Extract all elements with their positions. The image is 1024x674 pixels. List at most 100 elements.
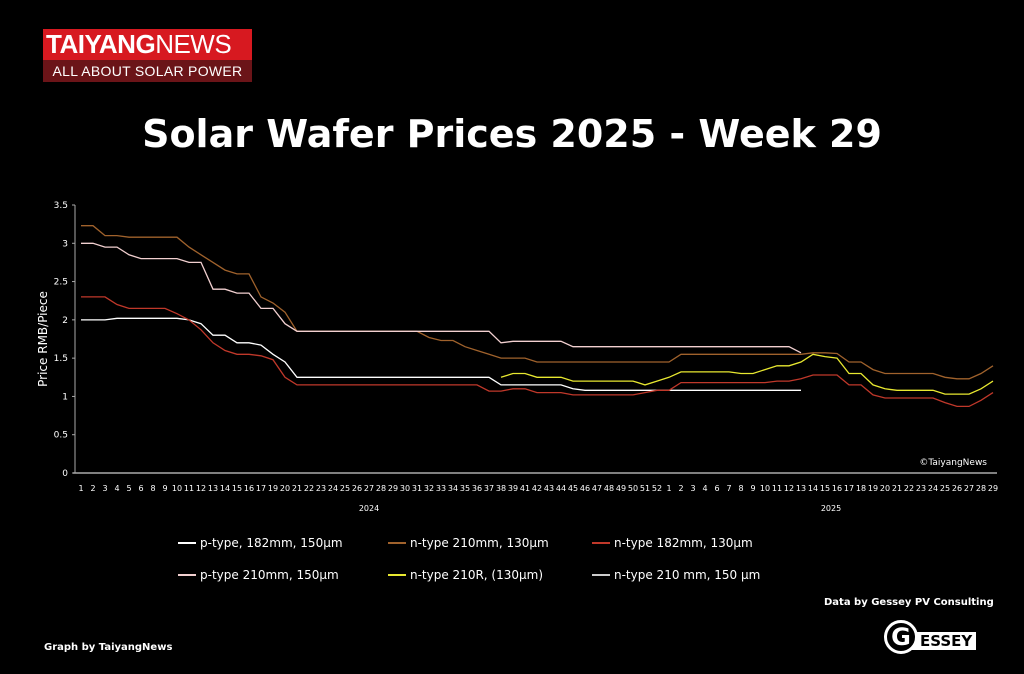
legend-item: p-type 210mm, 150µm bbox=[178, 568, 339, 582]
legend-label: p-type, 182mm, 150µm bbox=[200, 536, 343, 550]
legend-swatch bbox=[592, 542, 610, 544]
legend-item: n-type 210 mm, 150 µm bbox=[592, 568, 760, 582]
x-tick-label: 29 bbox=[388, 484, 398, 493]
x-tick-label: 25 bbox=[340, 484, 350, 493]
y-tick-label: 1 bbox=[62, 392, 68, 402]
x-tick-label: 18 bbox=[856, 484, 866, 493]
x-tick-label: 17 bbox=[844, 484, 854, 493]
gessey-logo: ESSEY G bbox=[884, 620, 978, 654]
x-tick-label: 36 bbox=[472, 484, 482, 493]
x-tick-label: 4 bbox=[114, 484, 119, 493]
legend-label: n-type 210mm, 130µm bbox=[410, 536, 549, 550]
legend-item: n-type 210R, (130µm) bbox=[388, 568, 543, 582]
legend-swatch bbox=[388, 542, 406, 544]
x-tick-label: 20 bbox=[880, 484, 890, 493]
x-tick-label: 45 bbox=[568, 484, 578, 493]
graph-credit: Graph by TaiyangNews bbox=[44, 642, 173, 653]
year-label: 2025 bbox=[821, 504, 841, 513]
x-tick-label: 14 bbox=[220, 484, 230, 493]
x-tick-label: 27 bbox=[964, 484, 974, 493]
legend-label: n-type 210R, (130µm) bbox=[410, 568, 544, 582]
x-tick-label: 51 bbox=[640, 484, 650, 493]
x-tick-label: 11 bbox=[772, 484, 782, 493]
series-line-4 bbox=[500, 353, 994, 395]
x-tick-label: 39 bbox=[508, 484, 518, 493]
x-tick-label: 2 bbox=[678, 484, 683, 493]
x-tick-label: 20 bbox=[280, 484, 290, 493]
x-tick-label: 30 bbox=[400, 484, 410, 493]
x-tick-label: 10 bbox=[760, 484, 770, 493]
x-tick-label: 33 bbox=[436, 484, 446, 493]
legend-label: n-type 210 mm, 150 µm bbox=[614, 568, 761, 582]
x-tick-label: 1 bbox=[666, 484, 671, 493]
x-tick-label: 25 bbox=[940, 484, 950, 493]
x-tick-label: 48 bbox=[604, 484, 614, 493]
x-tick-label: 16 bbox=[244, 484, 254, 493]
watermark: ©TaiyangNews bbox=[919, 458, 987, 468]
data-credit: Data by Gessey PV Consulting bbox=[824, 597, 994, 608]
x-tick-label: 3 bbox=[102, 484, 107, 493]
x-tick-label: 6 bbox=[714, 484, 719, 493]
legend-item: p-type, 182mm, 150µm bbox=[178, 536, 343, 550]
y-tick-label: 1.5 bbox=[54, 354, 68, 364]
x-tick-label: 47 bbox=[592, 484, 602, 493]
x-tick-label: 43 bbox=[544, 484, 554, 493]
x-tick-label: 32 bbox=[424, 484, 434, 493]
x-tick-label: 26 bbox=[952, 484, 962, 493]
x-tick-label: 13 bbox=[208, 484, 218, 493]
x-tick-label: 22 bbox=[304, 484, 314, 493]
x-tick-label: 16 bbox=[832, 484, 842, 493]
x-tick-label: 23 bbox=[916, 484, 926, 493]
series-line-3 bbox=[81, 242, 802, 354]
x-tick-label: 21 bbox=[292, 484, 302, 493]
x-tick-label: 31 bbox=[412, 484, 422, 493]
x-tick-label: 12 bbox=[196, 484, 206, 493]
x-tick-label: 29 bbox=[988, 484, 998, 493]
y-axis-label: Price RMB/Piece bbox=[36, 291, 50, 387]
x-tick-label: 26 bbox=[352, 484, 362, 493]
x-tick-label: 50 bbox=[628, 484, 638, 493]
series-line-0 bbox=[81, 317, 801, 391]
taiyangnews-logo: TAIYANGNEWS ALL ABOUT SOLAR POWER bbox=[43, 29, 252, 82]
x-tick-label: 27 bbox=[364, 484, 374, 493]
y-tick-label: 3 bbox=[62, 239, 68, 249]
y-tick-label: 2 bbox=[62, 316, 68, 326]
x-tick-label: 22 bbox=[904, 484, 914, 493]
x-tick-label: 37 bbox=[484, 484, 494, 493]
x-tick-label: 9 bbox=[162, 484, 167, 493]
logo-tagline: ALL ABOUT SOLAR POWER bbox=[43, 60, 252, 82]
x-tick-label: 12 bbox=[784, 484, 794, 493]
legend-swatch bbox=[178, 542, 196, 544]
x-tick-label: 38 bbox=[496, 484, 506, 493]
x-tick-label: 1 bbox=[78, 484, 83, 493]
x-tick-label: 28 bbox=[976, 484, 986, 493]
y-tick-label: 0 bbox=[62, 469, 68, 479]
x-tick-label: 52 bbox=[652, 484, 662, 493]
y-tick-label: 0.5 bbox=[54, 431, 68, 441]
logo-brand-light: NEWS bbox=[155, 29, 232, 59]
x-tick-label: 9 bbox=[750, 484, 755, 493]
x-tick-label: 15 bbox=[232, 484, 242, 493]
legend-label: p-type 210mm, 150µm bbox=[200, 568, 339, 582]
x-tick-label: 49 bbox=[616, 484, 626, 493]
x-tick-label: 10 bbox=[172, 484, 182, 493]
x-tick-label: 7 bbox=[726, 484, 731, 493]
x-tick-label: 46 bbox=[580, 484, 590, 493]
x-tick-label: 11 bbox=[184, 484, 194, 493]
chart-title: Solar Wafer Prices 2025 - Week 29 bbox=[142, 112, 882, 156]
x-tick-label: 5 bbox=[126, 484, 131, 493]
y-tick-label: 3.5 bbox=[54, 201, 68, 211]
year-label: 2024 bbox=[359, 504, 379, 513]
x-tick-label: 24 bbox=[328, 484, 338, 493]
x-tick-label: 8 bbox=[150, 484, 155, 493]
x-tick-label: 19 bbox=[868, 484, 878, 493]
x-tick-label: 24 bbox=[928, 484, 938, 493]
x-tick-label: 2 bbox=[90, 484, 95, 493]
x-tick-label: 28 bbox=[376, 484, 386, 493]
x-tick-label: 8 bbox=[738, 484, 743, 493]
logo-brand-bold: TAIYANG bbox=[46, 29, 156, 59]
x-tick-label: 44 bbox=[556, 484, 566, 493]
x-tick-label: 3 bbox=[690, 484, 695, 493]
series-line-2 bbox=[81, 296, 994, 408]
